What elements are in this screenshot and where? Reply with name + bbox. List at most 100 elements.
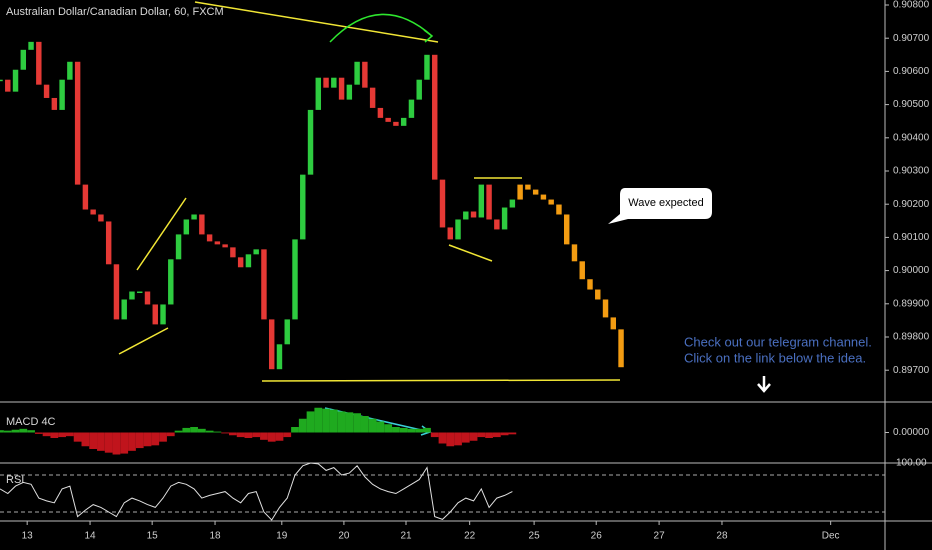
- candle: [540, 194, 547, 200]
- candle: [0, 79, 3, 82]
- candle: [268, 319, 275, 370]
- candle: [439, 179, 446, 228]
- arrow-head: [423, 29, 434, 43]
- macd-tick-label: 0.00000: [893, 427, 930, 438]
- x-tick-label: 15: [147, 531, 159, 542]
- macd-bar: [283, 432, 292, 438]
- callout-text: Wave expected: [628, 197, 703, 209]
- macd-bar: [423, 427, 431, 433]
- macd-bar: [229, 432, 237, 436]
- candle: [59, 79, 65, 110]
- macd-bar: [399, 427, 408, 433]
- macd-bar: [469, 432, 478, 441]
- y-tick-label: 0.89800: [893, 332, 930, 343]
- macd-bar: [477, 432, 486, 438]
- candle: [214, 241, 221, 245]
- x-tick-label: 20: [338, 531, 350, 542]
- y-tick-label: 0.90800: [893, 0, 930, 11]
- candle: [230, 247, 236, 258]
- candle: [183, 219, 190, 235]
- y-tick-label: 0.90200: [893, 199, 930, 210]
- candle: [5, 79, 11, 92]
- macd-bar: [500, 432, 509, 436]
- x-tick-label: 14: [84, 531, 96, 542]
- candle: [129, 291, 135, 300]
- macd-bar: [42, 432, 51, 437]
- macd-bar: [384, 424, 393, 433]
- macd-bar: [73, 432, 82, 442]
- candle: [175, 234, 182, 260]
- x-tick-label: 26: [591, 531, 603, 542]
- candle: [494, 219, 500, 230]
- trend-line: [194, 1, 439, 43]
- macd-bar: [50, 432, 59, 438]
- candle: [416, 79, 422, 100]
- y-tick-label: 0.90700: [893, 33, 930, 44]
- support-line: [261, 379, 621, 382]
- macd-bar: [438, 432, 447, 444]
- candle: [199, 214, 205, 235]
- candle: [323, 77, 329, 88]
- candle: [12, 69, 19, 92]
- macd-bar: [81, 432, 90, 447]
- callout: [608, 188, 712, 224]
- macd-bar: [65, 432, 74, 437]
- down-arrow: [757, 376, 771, 393]
- candle: [121, 299, 127, 320]
- macd-bar: [461, 432, 470, 443]
- candle: [385, 117, 391, 122]
- candle: [191, 214, 197, 220]
- candle: [602, 299, 609, 318]
- macd-bar: [407, 428, 416, 433]
- candle: [253, 249, 259, 255]
- x-tick-label: 28: [716, 531, 728, 542]
- candle: [315, 77, 322, 110]
- macd-title: MACD 4C: [6, 416, 56, 428]
- macd-bar: [19, 428, 28, 433]
- candle: [548, 199, 554, 205]
- trend-line: [448, 244, 493, 262]
- macd-bar: [353, 413, 361, 433]
- candle: [400, 117, 407, 126]
- candle: [408, 99, 415, 118]
- macd-bar: [143, 432, 152, 447]
- macd-bar: [34, 432, 43, 434]
- candle: [587, 279, 593, 290]
- candle: [67, 61, 73, 80]
- candle: [470, 211, 477, 218]
- trend-line: [118, 327, 169, 355]
- macd-bar: [128, 432, 136, 451]
- x-tick-label: 13: [22, 531, 34, 542]
- candle: [346, 84, 353, 100]
- y-tick-label: 0.90000: [893, 265, 930, 276]
- candle: [331, 77, 337, 88]
- candle: [237, 257, 244, 268]
- candle: [571, 244, 578, 262]
- candle: [424, 54, 430, 80]
- drawings: [118, 1, 621, 436]
- macd-bar: [104, 432, 113, 453]
- candle: [36, 41, 42, 85]
- candle: [338, 77, 345, 100]
- candle: [152, 304, 158, 325]
- macd-bar: [275, 432, 284, 441]
- candle: [509, 199, 516, 208]
- macd-bar: [267, 432, 276, 442]
- candle: [144, 291, 151, 305]
- trend-line: [136, 197, 187, 271]
- candle: [525, 184, 531, 190]
- macd-bar: [454, 432, 462, 446]
- y-tick-label: 0.89900: [893, 298, 930, 309]
- candle: [307, 109, 314, 175]
- chart-title: Australian Dollar/Canadian Dollar, 60, F…: [6, 6, 224, 18]
- candle: [393, 121, 399, 126]
- x-tick-label: Dec: [822, 531, 840, 542]
- macd-bar: [260, 432, 268, 440]
- candle: [486, 184, 492, 220]
- candle: [276, 344, 283, 370]
- candle: [206, 234, 213, 242]
- macd-bar: [120, 432, 129, 454]
